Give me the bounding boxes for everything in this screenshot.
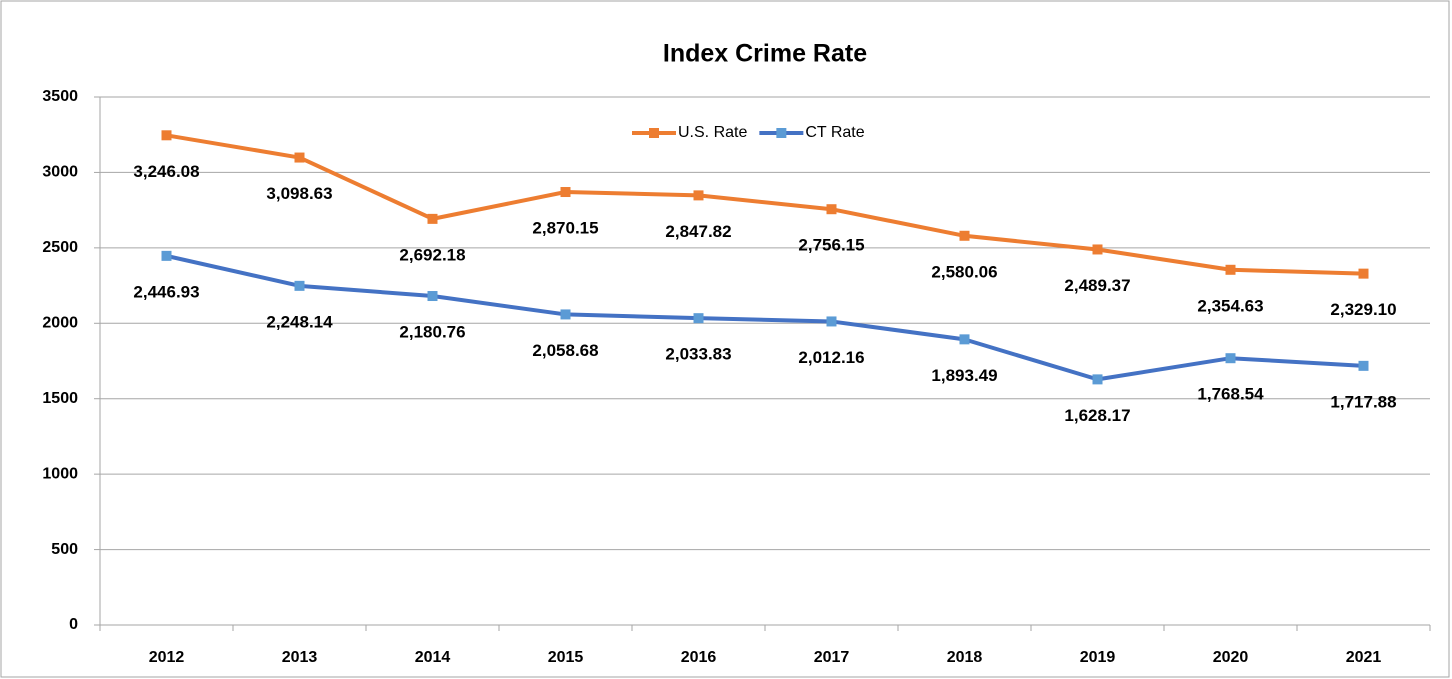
marker xyxy=(826,204,837,215)
marker xyxy=(161,250,172,261)
marker xyxy=(959,334,970,345)
x-tick-label: 2017 xyxy=(814,649,850,666)
data-label: 2,756.15 xyxy=(798,236,864,255)
marker xyxy=(1225,353,1236,364)
data-label: 2,058.68 xyxy=(532,341,598,360)
x-tick-label: 2020 xyxy=(1213,649,1249,666)
marker xyxy=(1358,360,1369,371)
x-tick-label: 2013 xyxy=(282,649,318,666)
x-tick-label: 2012 xyxy=(149,649,185,666)
marker xyxy=(560,309,571,320)
data-label: 2,847.82 xyxy=(665,222,731,241)
marker xyxy=(294,152,305,163)
marker xyxy=(1092,374,1103,385)
marker xyxy=(1225,264,1236,275)
data-label: 2,870.15 xyxy=(532,219,598,238)
marker xyxy=(826,316,837,327)
marker xyxy=(427,291,438,302)
data-label: 2,180.76 xyxy=(399,323,465,342)
marker xyxy=(693,190,704,201)
data-label: 2,692.18 xyxy=(399,245,465,264)
marker xyxy=(1092,244,1103,255)
data-label: 1,768.54 xyxy=(1197,385,1264,404)
data-label: 2,033.83 xyxy=(665,345,731,364)
legend-label: U.S. Rate xyxy=(678,124,747,141)
data-label: 1,893.49 xyxy=(931,366,997,385)
data-label: 2,354.63 xyxy=(1197,296,1263,315)
data-label: 2,329.10 xyxy=(1330,300,1396,319)
marker xyxy=(161,130,172,141)
x-tick-label: 2015 xyxy=(548,649,584,666)
marker xyxy=(693,313,704,324)
x-tick-label: 2016 xyxy=(681,649,717,666)
data-label: 3,098.63 xyxy=(266,184,332,203)
x-tick-label: 2018 xyxy=(947,649,983,666)
y-tick-label: 2500 xyxy=(42,239,78,256)
data-label: 2,580.06 xyxy=(931,262,997,281)
chart-title: Index Crime Rate xyxy=(663,40,867,68)
x-tick-label: 2014 xyxy=(415,649,451,666)
y-tick-label: 3500 xyxy=(42,88,78,105)
data-label: 2,012.16 xyxy=(798,348,864,367)
y-tick-label: 500 xyxy=(51,541,78,558)
y-tick-label: 1000 xyxy=(42,465,78,482)
legend-marker xyxy=(649,128,659,138)
marker xyxy=(959,230,970,241)
marker xyxy=(294,280,305,291)
data-label: 2,446.93 xyxy=(133,282,199,301)
legend-marker xyxy=(776,128,787,138)
marker xyxy=(560,187,571,198)
x-tick-label: 2019 xyxy=(1080,649,1116,666)
x-tick-label: 2021 xyxy=(1346,649,1382,666)
data-label: 2,489.37 xyxy=(1064,276,1130,295)
data-label: 1,717.88 xyxy=(1330,392,1396,411)
y-tick-label: 0 xyxy=(69,616,78,633)
y-tick-label: 2000 xyxy=(42,315,78,332)
data-label: 1,628.17 xyxy=(1064,406,1130,425)
legend-label: CT Rate xyxy=(805,124,864,141)
y-tick-label: 1500 xyxy=(42,390,78,407)
data-label: 2,248.14 xyxy=(266,312,333,331)
series-line xyxy=(166,253,1364,382)
marker xyxy=(1358,268,1369,279)
marker xyxy=(427,213,438,224)
series-line xyxy=(166,133,1364,276)
y-tick-label: 3000 xyxy=(42,164,78,181)
data-label: 3,246.08 xyxy=(133,162,199,181)
